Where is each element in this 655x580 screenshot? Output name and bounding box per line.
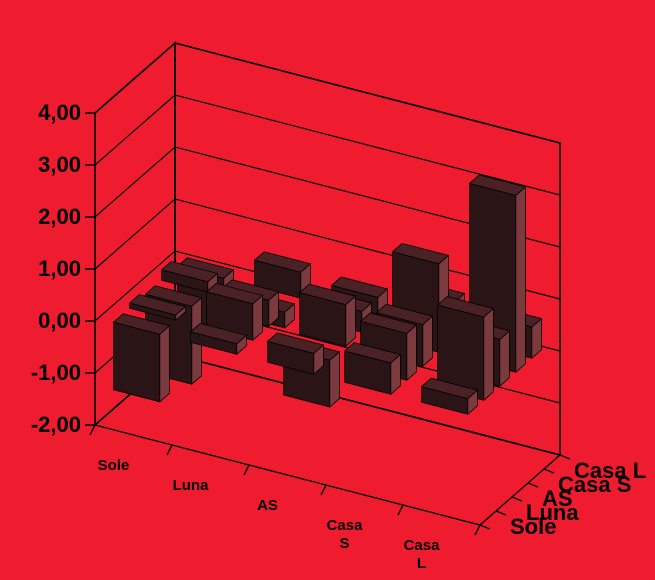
bar-side <box>515 186 526 374</box>
x-tick-label: Luna <box>173 477 209 494</box>
bar-top <box>436 296 495 318</box>
bar-top <box>391 242 450 265</box>
bar-top <box>128 294 187 316</box>
z-tick-label: 1,00 <box>38 256 81 281</box>
bar-side <box>499 330 510 388</box>
x-tick <box>89 424 96 436</box>
x-tick <box>320 484 327 496</box>
bar-side <box>406 324 417 382</box>
x-tick <box>243 464 250 476</box>
bar-top <box>205 282 264 305</box>
depth-tick-label: Casa S <box>558 472 631 497</box>
z-tick-label: -2,00 <box>31 412 81 437</box>
x-tick <box>166 444 173 456</box>
bar-top <box>112 313 171 335</box>
z-tick-label: 0,00 <box>38 308 81 333</box>
z-tick-label: 4,00 <box>38 100 81 125</box>
bar-side <box>329 350 340 408</box>
bar <box>436 296 495 402</box>
bar-top <box>189 322 248 345</box>
gridline <box>94 42 561 144</box>
bar <box>266 332 325 376</box>
bar <box>298 283 357 348</box>
bar-top <box>343 342 402 364</box>
bar <box>160 260 219 294</box>
bar <box>112 313 171 403</box>
gridline <box>94 146 561 248</box>
bar-top <box>298 283 357 306</box>
depth-tick-label: Luna <box>526 500 579 525</box>
depth-tick <box>559 454 571 460</box>
gridline <box>94 94 561 196</box>
z-tick-label: 3,00 <box>38 152 81 177</box>
bar-side <box>483 307 494 402</box>
bar <box>128 294 187 322</box>
chart-bars <box>112 174 543 416</box>
z-tick-label: -1,00 <box>31 360 81 385</box>
bar <box>189 322 248 356</box>
depth-tick <box>511 496 523 502</box>
bar-top <box>160 260 219 283</box>
depth-tick <box>495 510 507 516</box>
x-tick-label: Casa L <box>404 537 441 572</box>
x-tick-label: Casa S <box>327 517 364 552</box>
bar <box>343 342 402 396</box>
depth-tick-label: Sole <box>510 514 556 539</box>
depth-tick <box>479 524 491 530</box>
bar-top <box>468 174 527 196</box>
x-tick-label: AS <box>257 497 278 514</box>
chart-labels: 4,003,002,001,000,00-1,00-2,00SoleLunaAS… <box>31 100 646 572</box>
depth-tick <box>527 482 539 488</box>
bar-top <box>144 285 203 307</box>
depth-tick <box>543 468 555 474</box>
bar-top <box>253 251 312 273</box>
z-tick-label: 2,00 <box>38 204 81 229</box>
bar-side <box>159 324 170 403</box>
bar <box>420 377 479 416</box>
depth-tick-label: Casa L <box>574 458 646 483</box>
bar-front <box>113 321 161 403</box>
bar-top <box>359 312 418 334</box>
bar-top <box>375 303 434 326</box>
x-tick <box>474 524 481 536</box>
bar-top <box>420 377 479 400</box>
bar-top <box>330 276 389 298</box>
depth-tick-label: AS <box>542 486 573 511</box>
x-tick-label: Sole <box>98 457 130 474</box>
bar-top <box>266 332 325 354</box>
x-tick <box>397 504 404 516</box>
